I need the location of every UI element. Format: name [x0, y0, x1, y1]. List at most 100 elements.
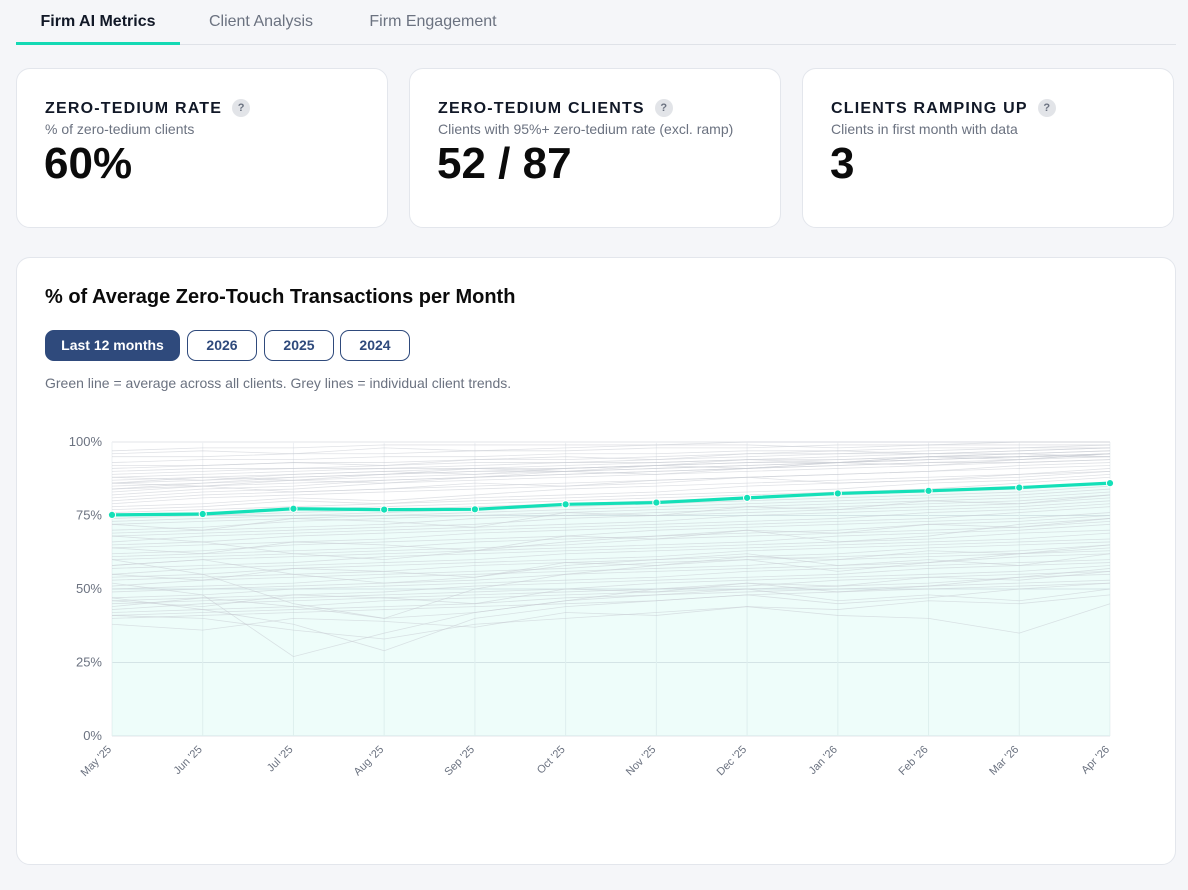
- client-trend-line: [111, 582, 1111, 652]
- client-trend-line: [111, 544, 1111, 587]
- average-point: [1015, 483, 1024, 492]
- client-trend-line: [111, 547, 1111, 619]
- tab-bar: Firm AI Metrics Client Analysis Firm Eng…: [16, 0, 1176, 45]
- client-trend-line: [111, 494, 1111, 531]
- metric-title: ZERO-TEDIUM CLIENTS?: [438, 99, 673, 118]
- client-trend-line: [111, 456, 1110, 490]
- y-tick-label: 75%: [76, 508, 102, 523]
- client-trend-line: [111, 532, 1111, 575]
- metric-value: 3: [830, 139, 855, 188]
- client-trend-line: [111, 544, 1111, 581]
- x-tick-label: Jun '25: [172, 744, 205, 777]
- client-trend-line: [111, 497, 1111, 537]
- average-point: [470, 505, 480, 514]
- client-trend-line: [111, 579, 1111, 616]
- metric-title: ZERO-TEDIUM RATE?: [45, 99, 251, 118]
- chart-legend-note: Green line = average across all clients.…: [45, 375, 512, 391]
- x-tick-label: Feb '26: [896, 744, 930, 778]
- client-trend-line: [111, 441, 1110, 452]
- client-trend-line: [111, 441, 1110, 455]
- metric-subtitle: % of zero-tedium clients: [45, 121, 195, 137]
- average-area: [112, 483, 1110, 736]
- chart-card: % of Average Zero-Touch Transactions per…: [16, 257, 1176, 865]
- metric-title-text: ZERO-TEDIUM RATE: [45, 100, 223, 117]
- client-trend-line: [111, 471, 1111, 511]
- x-tick-label: Nov '25: [624, 744, 659, 779]
- x-tick-label: Sep '25: [442, 744, 477, 779]
- y-tick-label: 25%: [76, 655, 102, 670]
- client-trend-line: [111, 570, 1111, 608]
- client-trend-line: [111, 573, 1111, 613]
- x-tick-label: Apr '26: [1079, 744, 1112, 777]
- metric-subtitle: Clients in first month with data: [831, 121, 1018, 137]
- metric-title-text: ZERO-TEDIUM CLIENTS: [438, 100, 645, 117]
- average-point: [289, 504, 298, 513]
- client-trend-line: [111, 518, 1111, 561]
- filter-last-12-months-button[interactable]: Last 12 months: [45, 330, 180, 361]
- x-tick-label: Mar '26: [987, 744, 1021, 778]
- client-trend-line: [111, 562, 1111, 602]
- client-trend-line: [111, 588, 1111, 619]
- client-trend-line: [111, 582, 1111, 619]
- y-tick-label: 100%: [69, 434, 103, 449]
- average-point: [107, 510, 117, 520]
- line-chart: 0% 25% 50% 75% 100% May '25 Jun '25 Jul '25 Aug …: [69, 434, 1115, 779]
- average-line: [111, 481, 1111, 517]
- client-trend-line: [111, 503, 1111, 546]
- metric-card-clients-ramping-up: CLIENTS RAMPING UP? Clients in first mon…: [802, 68, 1174, 228]
- client-trend-line: [111, 594, 1111, 631]
- metric-card-zero-tedium-rate: ZERO-TEDIUM RATE? % of zero-tedium clien…: [16, 68, 388, 228]
- client-trend-line: [111, 603, 1111, 640]
- x-tick-label: May '25: [79, 744, 114, 779]
- client-trend-line: [111, 453, 1111, 484]
- client-trend-line: [111, 520, 1111, 560]
- client-trend-line: [111, 538, 1111, 578]
- average-point: [380, 505, 389, 514]
- metric-value: 52 / 87: [437, 139, 572, 188]
- client-trend-line: [112, 447, 1111, 466]
- chart-title: % of Average Zero-Touch Transactions per…: [45, 286, 516, 308]
- tab-client-analysis[interactable]: Client Analysis: [208, 13, 314, 30]
- client-trend-line: [111, 453, 1111, 490]
- client-trend-line: [111, 488, 1111, 525]
- metric-card-zero-tedium-clients: ZERO-TEDIUM CLIENTS? Clients with 95%+ z…: [409, 68, 781, 228]
- x-tick-label: Aug '25: [352, 744, 387, 779]
- filter-2026-button[interactable]: 2026: [187, 330, 257, 361]
- tab-firm-engagement[interactable]: Firm Engagement: [369, 13, 497, 30]
- average-point: [561, 500, 570, 509]
- metric-subtitle: Clients with 95%+ zero-tedium rate (excl…: [438, 121, 734, 137]
- average-point: [198, 509, 207, 519]
- client-trend-line: [111, 565, 1111, 605]
- client-trend-line: [111, 485, 1111, 522]
- average-point: [1105, 479, 1115, 488]
- client-trend-line: [111, 500, 1111, 543]
- client-trend-line: [111, 568, 1111, 658]
- y-tick-label: 50%: [76, 581, 102, 596]
- client-trend-line: [111, 506, 1111, 549]
- tab-firm-ai-metrics[interactable]: Firm AI Metrics: [16, 0, 180, 45]
- help-icon[interactable]: ?: [1037, 99, 1056, 117]
- client-trend-line: [111, 473, 1111, 513]
- client-trend-line: [111, 553, 1111, 584]
- client-trend-line: [111, 512, 1111, 555]
- client-trend-line: [111, 518, 1111, 555]
- x-tick-label: Oct '25: [535, 744, 568, 777]
- help-icon[interactable]: ?: [232, 99, 251, 117]
- client-trend-line: [111, 465, 1111, 505]
- x-tick-label: Jul '25: [265, 744, 296, 775]
- average-point: [924, 486, 933, 495]
- metric-value: 60%: [44, 139, 133, 188]
- filter-2025-button[interactable]: 2025: [264, 330, 334, 361]
- client-trend-line: [111, 491, 1111, 531]
- average-point: [742, 493, 752, 502]
- x-tick-label: Dec '25: [715, 744, 750, 779]
- client-trend-line: [111, 459, 1111, 499]
- client-trend-line: [111, 444, 1111, 463]
- metric-title: CLIENTS RAMPING UP?: [831, 99, 1056, 118]
- client-trend-line: [112, 444, 1110, 458]
- help-icon[interactable]: ?: [654, 99, 673, 117]
- filter-2024-button[interactable]: 2024: [340, 330, 410, 361]
- client-trend-line: [111, 471, 1111, 493]
- client-trend-line: [111, 553, 1111, 593]
- client-trend-line: [111, 450, 1111, 475]
